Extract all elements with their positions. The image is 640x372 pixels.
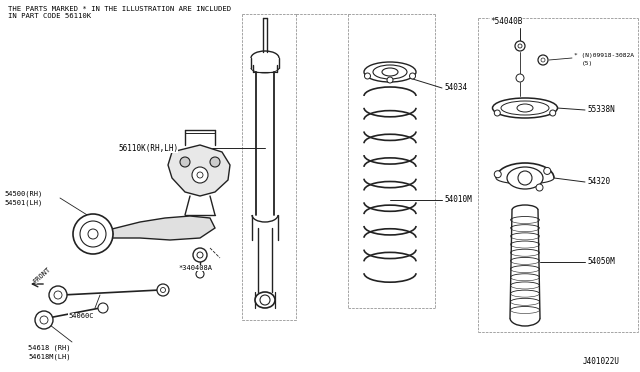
Ellipse shape xyxy=(493,98,557,118)
Circle shape xyxy=(494,171,501,178)
Circle shape xyxy=(210,157,220,167)
Ellipse shape xyxy=(382,68,398,76)
Text: 54501(LH): 54501(LH) xyxy=(4,200,42,206)
Circle shape xyxy=(35,311,53,329)
Circle shape xyxy=(180,157,190,167)
Circle shape xyxy=(98,303,108,313)
Polygon shape xyxy=(168,145,230,196)
Text: 54320: 54320 xyxy=(587,177,610,186)
Circle shape xyxy=(518,44,522,48)
Text: J401022U: J401022U xyxy=(583,357,620,366)
Circle shape xyxy=(494,110,500,116)
Text: 54050M: 54050M xyxy=(587,257,615,266)
Ellipse shape xyxy=(364,62,416,82)
Circle shape xyxy=(365,73,371,79)
Circle shape xyxy=(197,252,203,258)
Circle shape xyxy=(88,229,98,239)
Circle shape xyxy=(541,58,545,62)
Text: 54010M: 54010M xyxy=(444,196,472,205)
Text: (5): (5) xyxy=(582,61,593,67)
Circle shape xyxy=(518,171,532,185)
Ellipse shape xyxy=(501,101,549,115)
Ellipse shape xyxy=(373,65,407,79)
Text: 54618 (RH): 54618 (RH) xyxy=(28,345,70,351)
Text: * (N)09918-3082A: * (N)09918-3082A xyxy=(574,52,634,58)
Circle shape xyxy=(80,221,106,247)
Circle shape xyxy=(192,167,208,183)
Polygon shape xyxy=(108,216,215,240)
Circle shape xyxy=(197,172,203,178)
Circle shape xyxy=(387,77,393,83)
Text: 54034: 54034 xyxy=(444,83,467,93)
Circle shape xyxy=(538,55,548,65)
Circle shape xyxy=(515,41,525,51)
Ellipse shape xyxy=(507,167,543,189)
Circle shape xyxy=(157,284,169,296)
Text: 54618M(LH): 54618M(LH) xyxy=(28,354,70,360)
Ellipse shape xyxy=(517,104,533,112)
Text: 54060C: 54060C xyxy=(68,313,93,319)
Circle shape xyxy=(260,295,270,305)
Circle shape xyxy=(196,270,204,278)
Circle shape xyxy=(410,73,415,79)
Circle shape xyxy=(544,167,550,174)
Circle shape xyxy=(550,110,556,116)
Text: *340408A: *340408A xyxy=(178,265,212,271)
Text: 56110K(RH,LH): 56110K(RH,LH) xyxy=(118,144,178,153)
Circle shape xyxy=(536,184,543,191)
Text: 55338N: 55338N xyxy=(587,106,615,115)
Circle shape xyxy=(54,291,62,299)
Circle shape xyxy=(193,248,207,262)
Ellipse shape xyxy=(255,292,275,308)
Text: FRONT: FRONT xyxy=(32,266,52,284)
Circle shape xyxy=(40,316,48,324)
Circle shape xyxy=(49,286,67,304)
Text: 54500(RH): 54500(RH) xyxy=(4,191,42,197)
Circle shape xyxy=(73,214,113,254)
Text: *54040B: *54040B xyxy=(490,17,522,26)
Text: THE PARTS MARKED * IN THE ILLUSTRATION ARE INCLUDED
IN PART CODE 56110K: THE PARTS MARKED * IN THE ILLUSTRATION A… xyxy=(8,6,231,19)
Circle shape xyxy=(516,74,524,82)
Circle shape xyxy=(161,288,166,292)
